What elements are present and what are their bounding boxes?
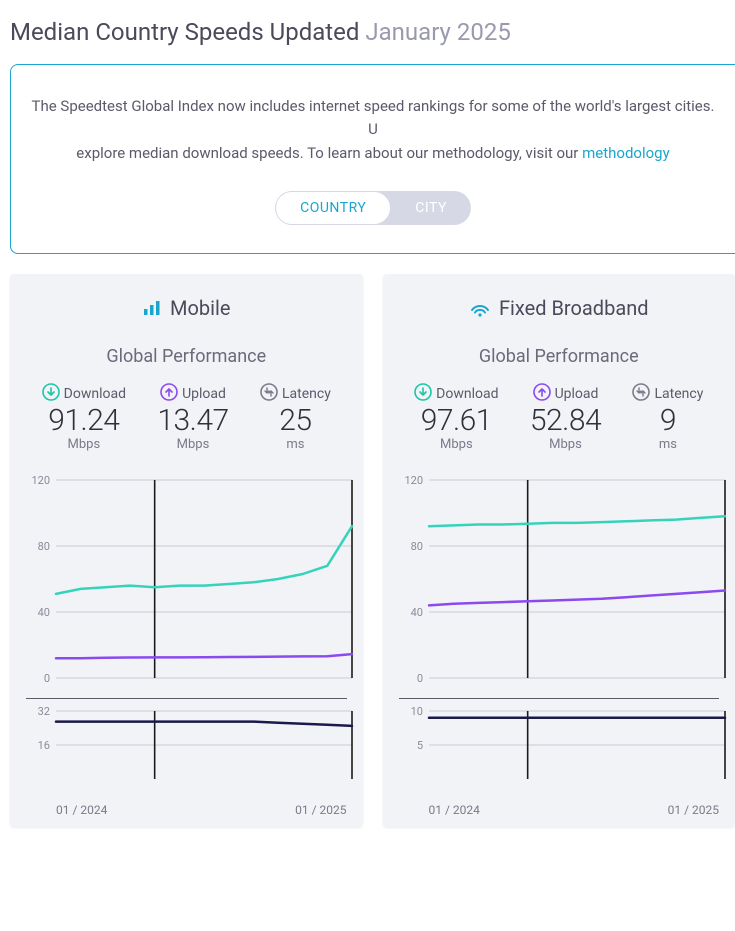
svg-text:40: 40 xyxy=(38,606,50,619)
svg-text:80: 80 xyxy=(38,540,50,553)
main-chart: 0 40 80 120 xyxy=(26,474,347,684)
latency-chart: 5 10 xyxy=(399,705,720,785)
section-subtitle: Global Performance xyxy=(399,346,720,367)
svg-text:0: 0 xyxy=(416,672,422,684)
metric-upload: Upload 13.47Mbps xyxy=(157,381,228,452)
svg-text:10: 10 xyxy=(410,705,422,718)
svg-text:5: 5 xyxy=(416,739,422,752)
metric-unit: Mbps xyxy=(157,437,228,452)
x-end: 01 / 2025 xyxy=(668,803,719,817)
title-date: January 2025 xyxy=(365,18,510,46)
card-mobile: MobileGlobal PerformanceDownload91.24Mbp… xyxy=(10,274,363,827)
metric-value: 25 xyxy=(260,404,331,437)
metric-unit: Mbps xyxy=(414,437,498,452)
metric-value: 9 xyxy=(632,404,703,437)
methodology-link[interactable]: methodology xyxy=(582,144,670,162)
chart-separator xyxy=(26,698,347,699)
metric-label: Upload xyxy=(530,383,601,402)
metric-unit: Mbps xyxy=(42,437,126,452)
toggle-city[interactable]: CITY xyxy=(391,191,471,225)
x-axis-labels: 01 / 2024 01 / 2025 xyxy=(26,799,347,817)
latency-chart: 1632 xyxy=(26,705,347,785)
metric-value: 52.84 xyxy=(530,404,601,437)
card-title-text: Mobile xyxy=(170,296,230,320)
metric-download: Download 91.24Mbps xyxy=(42,381,126,452)
svg-text:120: 120 xyxy=(31,474,50,487)
info-text: The Speedtest Global Index now includes … xyxy=(31,95,715,165)
metric-unit: Mbps xyxy=(530,437,601,452)
card-title-fixed: Fixed Broadband xyxy=(399,296,720,320)
chart-separator xyxy=(399,698,720,699)
info-banner: The Speedtest Global Index now includes … xyxy=(10,64,735,254)
main-chart: 0 40 80 120 xyxy=(399,474,720,684)
metric-label: Latency xyxy=(260,383,331,402)
metric-label: Latency xyxy=(632,383,703,402)
metric-unit: ms xyxy=(632,437,703,452)
info-line1: The Speedtest Global Index now includes … xyxy=(32,97,715,138)
svg-text:0: 0 xyxy=(44,672,50,684)
metric-label: Download xyxy=(414,383,498,402)
info-line2-pre: explore median download speeds. To learn… xyxy=(76,144,582,162)
svg-text:40: 40 xyxy=(410,606,422,619)
metric-label: Download xyxy=(42,383,126,402)
metric-latency: Latency 25ms xyxy=(260,381,331,452)
metric-label: Upload xyxy=(157,383,228,402)
svg-text:80: 80 xyxy=(410,540,422,553)
metric-download: Download 97.61Mbps xyxy=(414,381,498,452)
metrics-row: Download91.24MbpsUpload13.47MbpsLatency2… xyxy=(26,381,347,452)
metric-upload: Upload 52.84Mbps xyxy=(530,381,601,452)
section-subtitle: Global Performance xyxy=(26,346,347,367)
x-start: 01 / 2024 xyxy=(56,803,107,817)
svg-text:32: 32 xyxy=(38,705,50,718)
svg-text:16: 16 xyxy=(38,739,50,752)
cards-row: MobileGlobal PerformanceDownload91.24Mbp… xyxy=(0,274,735,827)
bars-icon xyxy=(142,296,170,320)
toggle-country[interactable]: COUNTRY xyxy=(275,191,391,225)
metrics-row: Download97.61MbpsUpload52.84MbpsLatency9… xyxy=(399,381,720,452)
metric-value: 13.47 xyxy=(157,404,228,437)
title-prefix: Median Country Speeds Updated xyxy=(10,18,359,46)
metric-value: 97.61 xyxy=(414,404,498,437)
svg-text:120: 120 xyxy=(404,474,423,487)
card-fixed: Fixed Broadband Global Performance Downloa… xyxy=(383,274,735,827)
x-end: 01 / 2025 xyxy=(295,803,346,817)
x-start: 01 / 2024 xyxy=(429,803,480,817)
card-title-mobile: Mobile xyxy=(26,296,347,320)
page-title: Median Country Speeds Updated January 20… xyxy=(0,0,735,64)
metric-unit: ms xyxy=(260,437,331,452)
scope-toggle: COUNTRY CITY xyxy=(275,191,471,225)
card-title-text: Fixed Broadband xyxy=(499,296,649,320)
metric-latency: Latency 9ms xyxy=(632,381,703,452)
metric-value: 91.24 xyxy=(42,404,126,437)
wifi-icon xyxy=(469,296,499,320)
x-axis-labels: 01 / 2024 01 / 2025 xyxy=(399,799,720,817)
